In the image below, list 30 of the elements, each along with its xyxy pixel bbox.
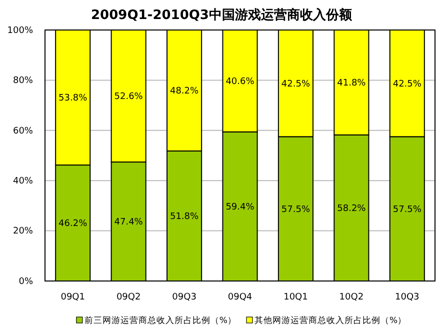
data-label: 48.2% bbox=[170, 86, 200, 96]
data-label: 57.5% bbox=[392, 204, 422, 215]
legend-label: 其他网游运营商总收入所占比例（%） bbox=[254, 315, 407, 326]
data-label: 42.5% bbox=[281, 79, 310, 90]
y-tick-label: 40% bbox=[12, 176, 34, 186]
y-tick-label: 20% bbox=[12, 226, 34, 237]
data-label: 47.4% bbox=[114, 218, 144, 228]
data-label: 40.6% bbox=[226, 76, 255, 87]
data-label: 53.8% bbox=[58, 94, 88, 104]
data-label: 59.4% bbox=[226, 202, 255, 212]
x-tick-label: 09Q3 bbox=[172, 292, 196, 302]
data-label: 58.2% bbox=[337, 204, 366, 214]
x-tick-label: 10Q1 bbox=[284, 292, 308, 302]
data-label: 52.6% bbox=[114, 92, 144, 102]
x-tick-label: 10Q2 bbox=[339, 292, 364, 302]
y-tick-label: 0% bbox=[18, 276, 34, 287]
data-label: 41.8% bbox=[337, 78, 366, 88]
y-tick-label: 80% bbox=[12, 76, 34, 86]
x-tick-label: 09Q4 bbox=[228, 292, 252, 302]
y-tick-label: 100% bbox=[7, 26, 34, 36]
x-tick-label: 09Q2 bbox=[116, 292, 141, 302]
data-label: 57.5% bbox=[281, 204, 310, 215]
legend-label: 前三网游运营商总收入所占比例（%） bbox=[84, 315, 236, 326]
data-label: 46.2% bbox=[58, 219, 88, 230]
x-tick-label: 09Q1 bbox=[60, 292, 85, 302]
data-label: 42.5% bbox=[392, 79, 422, 90]
chart-title: 2009Q1-2010Q3中国游戏运营商收入份额 bbox=[91, 7, 353, 23]
y-tick-label: 60% bbox=[12, 126, 34, 136]
data-label: 51.8% bbox=[170, 212, 200, 222]
x-tick-label: 10Q3 bbox=[395, 292, 420, 302]
